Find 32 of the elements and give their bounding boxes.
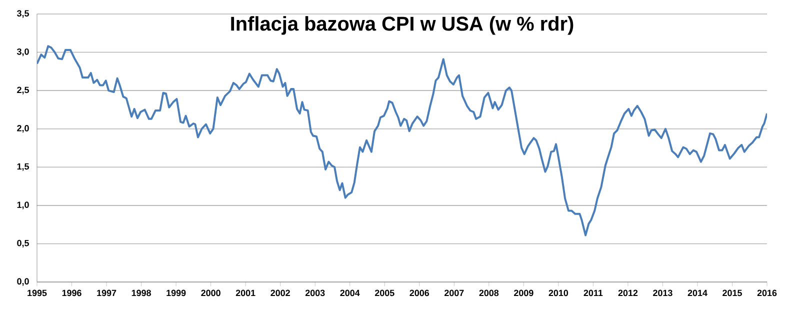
- y-tick-label: 3,5: [16, 10, 29, 18]
- x-tick-label: 2007: [444, 290, 464, 296]
- x-tick-label: 2000: [201, 290, 220, 296]
- y-tick-label: 1,5: [17, 163, 29, 171]
- x-tick-label: 2011: [584, 290, 603, 296]
- x-tick-label: 2005: [374, 290, 394, 296]
- x-tick-label: 2014: [688, 290, 708, 296]
- y-tick-label: 0,5: [17, 240, 29, 248]
- x-tick-label: 2010: [548, 290, 568, 296]
- x-tick-label: 2004: [340, 290, 360, 296]
- x-tick-label: 2015: [722, 290, 742, 296]
- x-tick-label: 2008: [479, 290, 499, 296]
- y-tick-label: 2,0: [17, 125, 29, 133]
- x-tick-label: 2002: [270, 290, 290, 296]
- y-tick-label: 1,0: [17, 202, 29, 210]
- x-tick-label: 1998: [132, 290, 151, 296]
- chart-title: Inflacja bazowa CPI w USA (w % rdr): [231, 16, 574, 35]
- x-tick-label: 2001: [236, 290, 256, 296]
- x-tick-label: 1999: [166, 290, 186, 296]
- x-tick-label: 1995: [28, 290, 47, 296]
- x-tick-label: 1996: [62, 290, 82, 296]
- y-tick-label: 2,5: [17, 86, 29, 94]
- y-tick-label: 3,0: [16, 48, 29, 56]
- x-tick-label: 2003: [305, 290, 325, 296]
- x-tick-label: 2016: [757, 290, 777, 296]
- x-tick-label: 2013: [653, 290, 672, 296]
- x-tick-label: 1997: [97, 290, 116, 296]
- y-tick-label: 0,0: [17, 278, 29, 286]
- x-tick-label: 2006: [410, 290, 430, 296]
- line-series: [37, 45, 768, 236]
- x-tick-label: 2012: [618, 290, 638, 296]
- x-tick-label: 2009: [514, 290, 534, 296]
